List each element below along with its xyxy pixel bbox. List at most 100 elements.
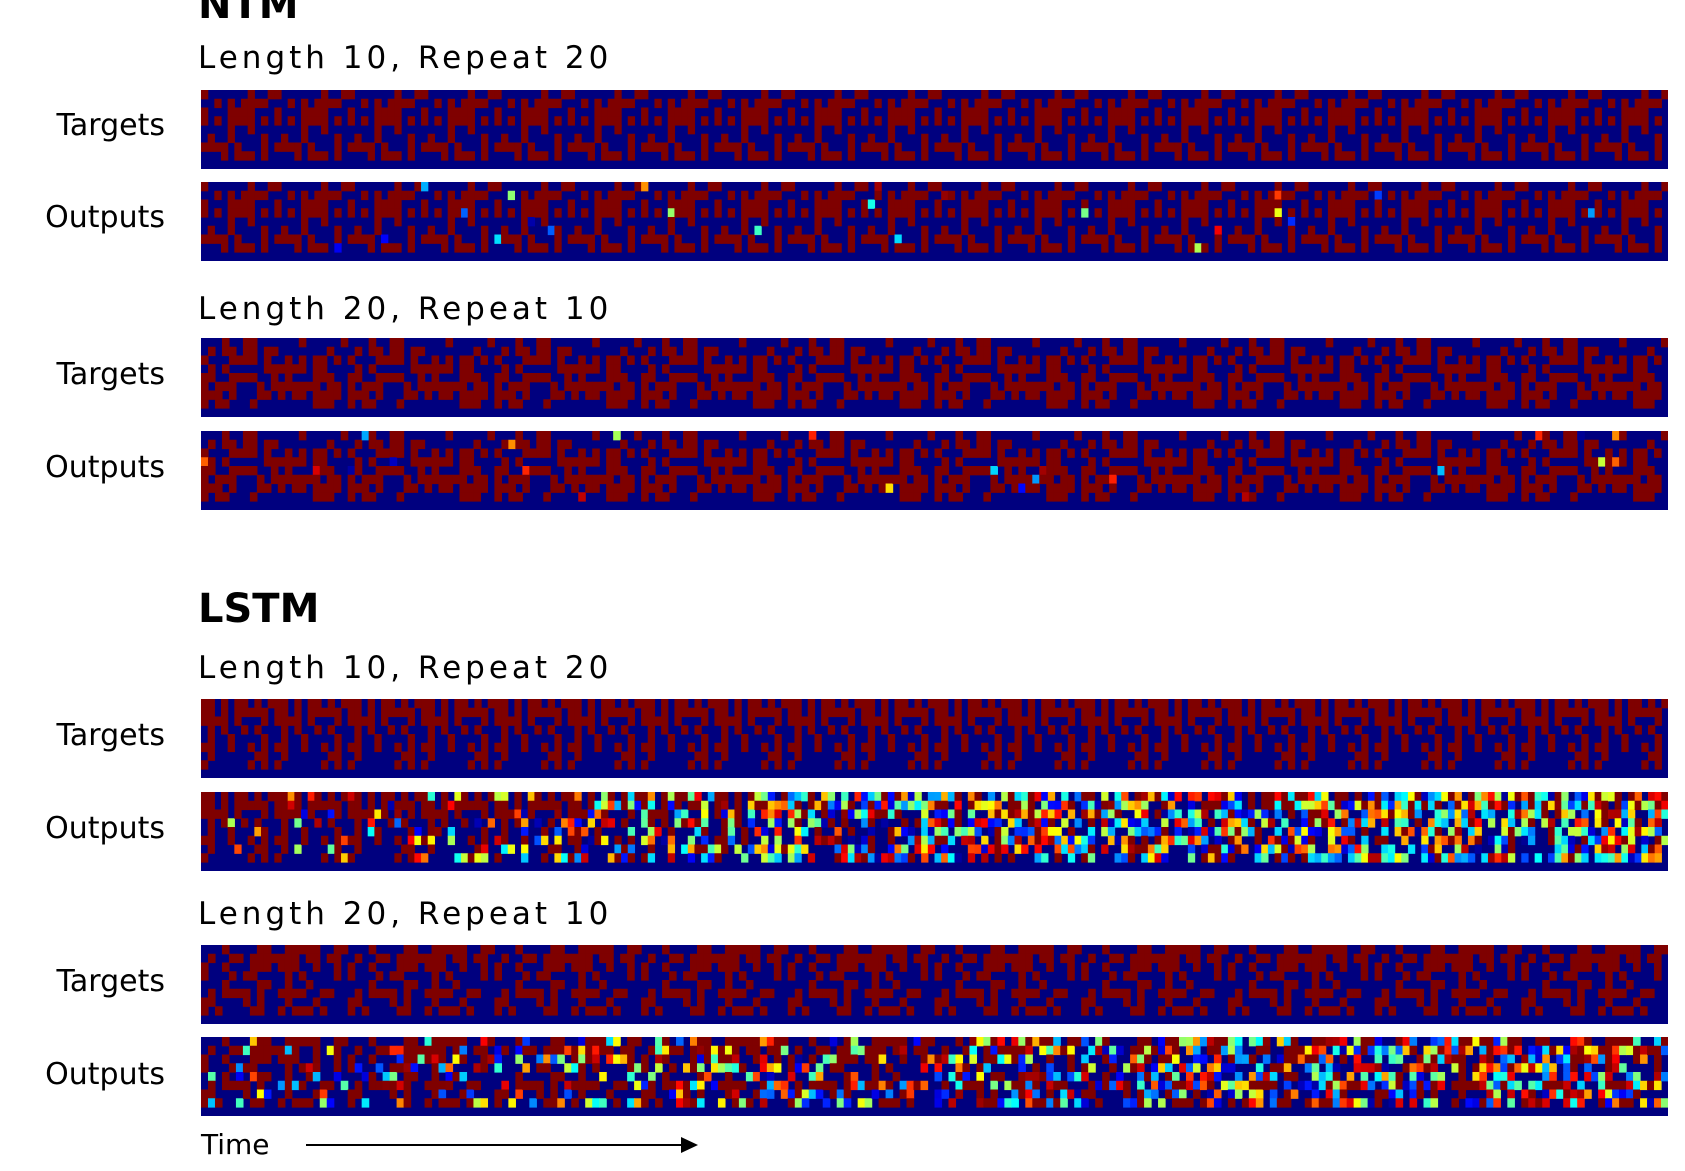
heatmap-cell xyxy=(701,818,709,828)
heatmap-cell xyxy=(541,199,549,209)
heatmap-cell xyxy=(1141,133,1149,144)
heatmap-cell xyxy=(1381,466,1390,476)
heatmap-cell xyxy=(1047,116,1056,126)
heatmap-cell xyxy=(1454,734,1462,744)
heatmap-cell xyxy=(1254,217,1262,227)
heatmap-cell xyxy=(787,448,796,458)
heatmap-cell xyxy=(1114,792,1122,802)
heatmap-cell xyxy=(634,90,642,100)
heatmap-cell xyxy=(948,399,957,409)
heatmap-cell xyxy=(1641,707,1649,718)
heatmap-cell xyxy=(387,208,395,218)
heatmap-cell xyxy=(1214,742,1222,753)
heatmap-cell xyxy=(669,448,677,458)
heatmap-cell xyxy=(234,699,242,709)
heatmap-cell xyxy=(1339,457,1348,467)
heatmap-cell xyxy=(752,399,761,409)
heatmap-cell xyxy=(247,151,255,161)
lstm-l10-outputs-heatmap xyxy=(201,792,1668,871)
heatmap-cell xyxy=(417,346,426,357)
heatmap-cell xyxy=(494,835,502,846)
heatmap-cell xyxy=(727,818,736,828)
heatmap-cell xyxy=(955,381,964,392)
heatmap-cell xyxy=(361,474,370,485)
heatmap-cell xyxy=(941,716,949,726)
heatmap-cell xyxy=(641,800,649,811)
heatmap-cell xyxy=(1374,448,1383,458)
heatmap-cell xyxy=(294,243,302,253)
heatmap-cell xyxy=(815,355,824,365)
heatmap-cell xyxy=(1634,243,1642,253)
heatmap-cell xyxy=(1534,190,1542,201)
heatmap-cell xyxy=(1114,716,1122,726)
heatmap-cell xyxy=(1201,182,1209,192)
heatmap-cell xyxy=(1307,835,1316,846)
heatmap-cell xyxy=(620,466,628,476)
heatmap-cell xyxy=(1081,492,1089,502)
heatmap-cell xyxy=(1018,457,1026,467)
heatmap-cell xyxy=(207,818,215,828)
heatmap-cell xyxy=(1107,199,1116,209)
heatmap-cell xyxy=(1454,800,1462,811)
heatmap-cell xyxy=(1487,800,1496,811)
heatmap-cell xyxy=(681,844,689,854)
heatmap-cell xyxy=(1032,474,1040,485)
heatmap-cell xyxy=(249,373,258,383)
heatmap-cell xyxy=(459,364,468,374)
heatmap-cell xyxy=(1387,809,1396,819)
heatmap-cell xyxy=(1032,457,1040,467)
heatmap-cell xyxy=(773,355,782,365)
heatmap-cell xyxy=(1535,492,1543,502)
heatmap-cell xyxy=(1494,760,1502,770)
heatmap-cell xyxy=(1594,182,1602,192)
heatmap-cell xyxy=(1581,844,1589,854)
heatmap-cell xyxy=(847,835,856,846)
heatmap-cell xyxy=(1407,800,1416,811)
heatmap-cell xyxy=(1307,844,1316,854)
heatmap-cell xyxy=(641,809,649,819)
heatmap-cell xyxy=(1121,190,1129,201)
heatmap-cell xyxy=(1147,792,1156,802)
heatmap-cell xyxy=(1374,190,1382,201)
heatmap-cell xyxy=(947,98,956,109)
heatmap-cell xyxy=(914,699,922,709)
heatmap-cell xyxy=(827,818,836,828)
heatmap-cell xyxy=(1547,98,1556,109)
heatmap-cell xyxy=(1194,835,1202,846)
heatmap-cell xyxy=(634,699,642,709)
heatmap-cell xyxy=(284,457,293,467)
heatmap-cell xyxy=(594,734,602,744)
heatmap-cell xyxy=(1421,208,1429,218)
heatmap-cell xyxy=(899,399,908,409)
heatmap-cell xyxy=(1067,716,1076,726)
heatmap-cell xyxy=(1134,725,1142,735)
heatmap-cell xyxy=(354,844,362,854)
heatmap-cell xyxy=(1294,844,1302,854)
heatmap-cell xyxy=(661,809,669,819)
heatmap-cell xyxy=(1612,457,1620,467)
heatmap-cell xyxy=(920,381,929,392)
heatmap-cell xyxy=(1594,142,1602,152)
heatmap-cell xyxy=(1361,98,1369,109)
heatmap-cell xyxy=(424,457,433,467)
heatmap-cell xyxy=(864,483,873,493)
heatmap-cell xyxy=(1402,474,1411,485)
heatmap-cell xyxy=(887,116,896,126)
heatmap-cell xyxy=(1054,116,1062,126)
heatmap-cell xyxy=(814,190,822,201)
heatmap-cell xyxy=(294,716,302,726)
heatmap-cell xyxy=(878,457,887,467)
heatmap-cell xyxy=(1561,699,1569,709)
heatmap-cell xyxy=(808,457,817,467)
heatmap-cell xyxy=(827,707,836,718)
heatmap-cell xyxy=(613,364,621,374)
heatmap-cell xyxy=(1174,725,1182,735)
heatmap-cell xyxy=(1207,853,1216,863)
heatmap-cell xyxy=(1554,707,1562,718)
heatmap-cell xyxy=(312,364,321,374)
heatmap-cell xyxy=(201,199,209,209)
heatmap-cell xyxy=(481,844,489,854)
heatmap-cell xyxy=(1025,390,1033,400)
heatmap-cell xyxy=(687,199,696,209)
heatmap-cell xyxy=(967,208,976,218)
